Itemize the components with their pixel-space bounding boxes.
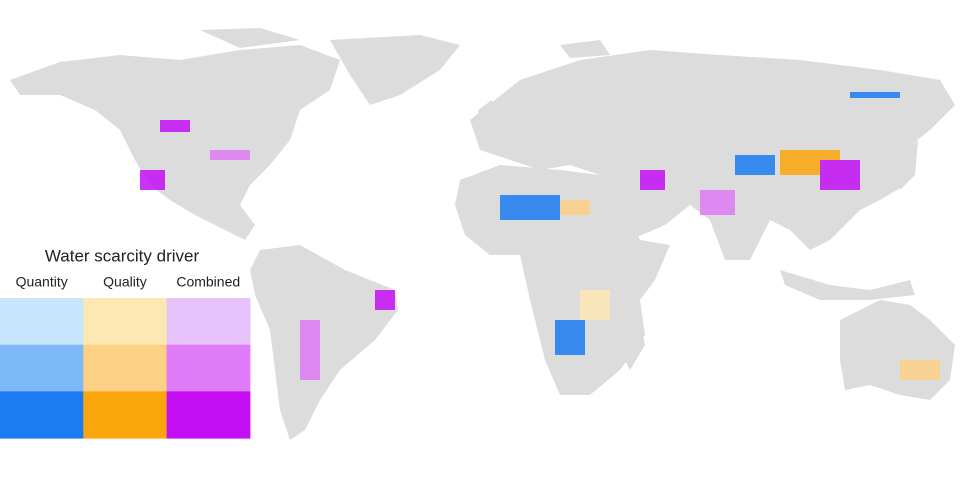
patch xyxy=(735,155,775,175)
indonesia xyxy=(780,270,915,300)
patch xyxy=(580,290,610,320)
world-map xyxy=(10,28,955,440)
legend-swatch xyxy=(0,391,84,439)
legend-swatch xyxy=(166,344,251,392)
legend-swatch xyxy=(83,344,168,392)
legend-column-label: Quality xyxy=(103,274,147,290)
south-america xyxy=(250,245,398,440)
patch xyxy=(850,92,900,98)
eurasia xyxy=(470,50,955,260)
patch xyxy=(900,360,940,380)
legend-swatch xyxy=(0,344,84,392)
patch xyxy=(375,290,395,310)
patch xyxy=(820,160,860,190)
arctic-islands xyxy=(200,28,610,58)
legend: Water scarcity driver Quantity Quality Com… xyxy=(0,246,251,439)
legend-column-label: Quantity xyxy=(16,274,68,290)
scarcity-patches xyxy=(140,92,940,380)
greenland xyxy=(330,35,460,105)
patch xyxy=(210,150,250,160)
australia xyxy=(840,300,955,400)
legend-title: Water scarcity driver xyxy=(45,246,200,265)
africa xyxy=(455,165,670,395)
patch xyxy=(160,120,190,132)
legend-swatch xyxy=(166,391,251,439)
patch xyxy=(500,195,560,220)
patch xyxy=(700,190,735,215)
legend-column-label: Combined xyxy=(176,274,240,290)
patch xyxy=(560,200,590,215)
patch xyxy=(140,170,165,190)
patch xyxy=(300,320,320,380)
patch xyxy=(640,170,665,190)
british-isles xyxy=(478,100,498,135)
legend-swatch xyxy=(83,298,168,346)
legend-swatch xyxy=(166,298,251,346)
patch xyxy=(555,320,585,355)
north-america xyxy=(10,45,340,240)
legend-swatch xyxy=(83,391,168,439)
madagascar xyxy=(622,320,645,370)
legend-swatch xyxy=(0,298,84,346)
japan xyxy=(900,140,918,190)
